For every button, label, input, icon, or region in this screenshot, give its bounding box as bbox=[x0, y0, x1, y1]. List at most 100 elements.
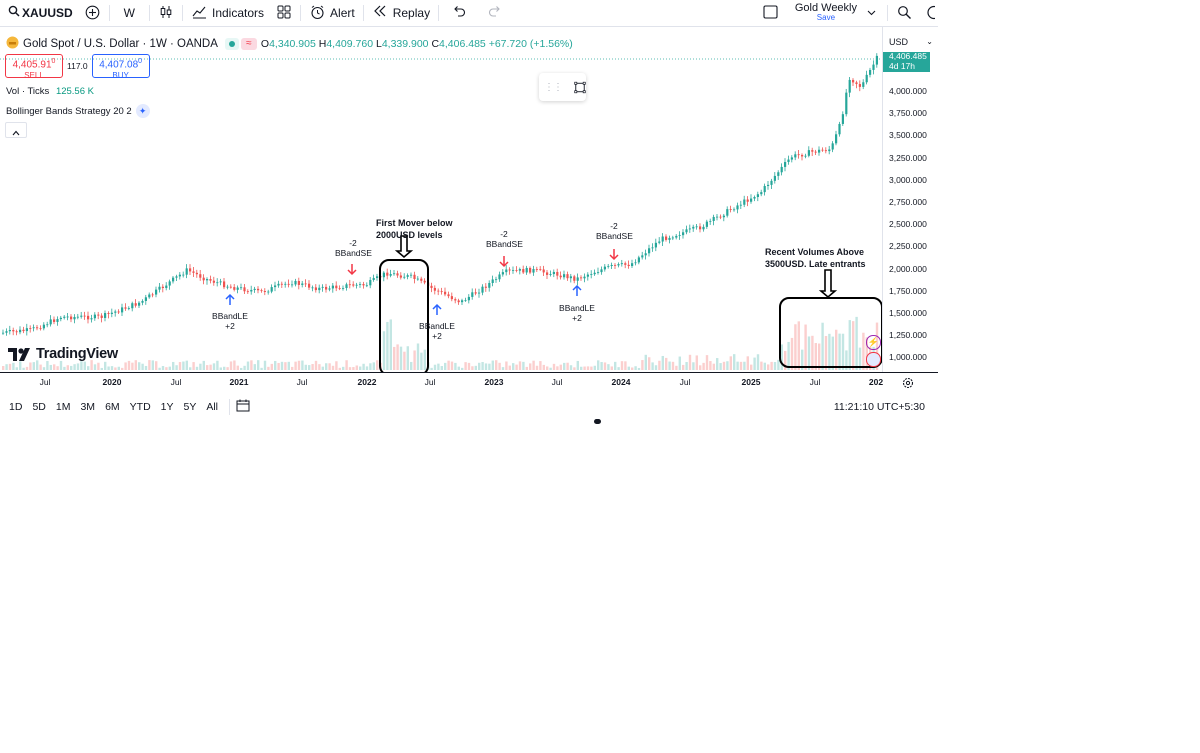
volume-bar bbox=[301, 360, 304, 370]
redo-button[interactable] bbox=[477, 0, 513, 26]
chevron-up-icon bbox=[12, 130, 20, 136]
volume-bar bbox=[586, 366, 590, 370]
candle-body bbox=[763, 186, 766, 193]
symbol-title[interactable]: Gold Spot / U.S. Dollar · 1W · OANDA bbox=[23, 38, 218, 50]
volume-bar bbox=[144, 365, 148, 370]
range-button-3m[interactable]: 3M bbox=[80, 401, 96, 413]
candle-body bbox=[563, 274, 566, 278]
rectangle-tool-icon[interactable] bbox=[574, 79, 586, 96]
sell-label: SELL bbox=[24, 71, 44, 81]
volume-bar bbox=[821, 322, 824, 370]
sell-button[interactable]: 4,405.910 SELL bbox=[5, 54, 63, 81]
candle-body bbox=[614, 264, 617, 266]
settings-button[interactable] bbox=[918, 0, 938, 26]
candle-body bbox=[675, 235, 678, 238]
volume-legend[interactable]: Vol · Ticks 125.56 K bbox=[6, 86, 94, 97]
range-button-5d[interactable]: 5D bbox=[32, 401, 46, 413]
alert-button[interactable]: Alert bbox=[303, 0, 361, 26]
date-range-icon[interactable] bbox=[236, 399, 250, 415]
price-chart[interactable] bbox=[0, 27, 882, 372]
candle-body bbox=[29, 328, 32, 329]
candle-body bbox=[794, 154, 797, 158]
candle-body bbox=[386, 272, 389, 276]
save-button[interactable]: Save bbox=[816, 13, 836, 22]
volume-bar bbox=[848, 320, 851, 370]
strategy-legend[interactable]: Bollinger Bands Strategy 20 2 ✦ bbox=[6, 104, 150, 118]
down-arrow-drawing[interactable] bbox=[818, 269, 838, 299]
quick-search-button[interactable] bbox=[890, 0, 918, 26]
volume-bar bbox=[855, 316, 858, 370]
down-arrow-drawing[interactable] bbox=[394, 235, 414, 259]
rectangle-drawing-2022[interactable] bbox=[379, 259, 429, 372]
layout-toggle[interactable] bbox=[757, 0, 785, 26]
volume-bar bbox=[845, 350, 848, 370]
range-button-1d[interactable]: 1D bbox=[9, 401, 23, 413]
signal-long-1: BBandLE +2 bbox=[211, 311, 249, 331]
range-button-1y[interactable]: 1Y bbox=[160, 401, 174, 413]
volume-bar bbox=[423, 349, 426, 370]
divider bbox=[438, 5, 440, 21]
currency-selector[interactable]: USD ⌄ bbox=[889, 37, 933, 47]
candle-body bbox=[750, 198, 753, 202]
volume-bar bbox=[535, 365, 539, 370]
price-scale[interactable]: USD ⌄ 4,406.485 4d 17h 4,000.000 3,750.00… bbox=[882, 27, 938, 372]
time-scale[interactable]: Jul 2020 Jul 2021 Jul 2022 Jul 2023 Jul 2024 Jul 20… bbox=[0, 372, 938, 393]
floating-drawing-toolbar[interactable]: ⋮⋮ bbox=[539, 73, 586, 101]
volume-bar bbox=[97, 362, 100, 370]
volume-bar bbox=[784, 350, 787, 370]
layout-menu[interactable]: Gold Weekly Save bbox=[785, 0, 885, 26]
range-button-all[interactable]: All bbox=[206, 401, 219, 413]
symbol-search[interactable]: XAUUSD bbox=[0, 0, 79, 26]
indicators-button[interactable]: Indicators bbox=[185, 0, 270, 26]
candle-body bbox=[512, 270, 515, 271]
candle-body bbox=[372, 277, 375, 280]
candle-body bbox=[508, 269, 511, 271]
chart-type-button[interactable] bbox=[152, 0, 180, 26]
volume-bar bbox=[620, 361, 624, 370]
event-icon[interactable] bbox=[866, 352, 881, 367]
undo-button[interactable] bbox=[441, 0, 477, 26]
candle-body bbox=[539, 269, 542, 270]
templates-button[interactable] bbox=[270, 0, 298, 26]
candle-body bbox=[811, 150, 814, 152]
ai-sparkle-icon[interactable]: ✦ bbox=[135, 104, 150, 118]
candle-body bbox=[542, 269, 545, 273]
candle-body bbox=[206, 279, 209, 281]
rectangle-drawing-recent[interactable] bbox=[779, 297, 882, 368]
compare-button[interactable] bbox=[79, 0, 107, 26]
interval-button[interactable]: W bbox=[112, 0, 147, 26]
clock[interactable]: 11:21:10 UTC+5:30 bbox=[833, 401, 925, 413]
drag-handle-icon[interactable]: ⋮⋮ bbox=[544, 81, 563, 93]
volume-bar bbox=[712, 363, 715, 370]
volume-bar bbox=[209, 364, 212, 370]
signal-arrow-head bbox=[499, 261, 509, 268]
range-button-5y[interactable]: 5Y bbox=[183, 401, 197, 413]
layout-name: Gold Weekly bbox=[794, 2, 857, 14]
signal-name: BBandSE bbox=[486, 239, 523, 249]
add-symbol-icon bbox=[85, 5, 101, 21]
tradingview-logo[interactable]: TradingView bbox=[8, 346, 118, 362]
annotation-recent-volumes[interactable]: Recent Volumes Above 3500USD. Late entra… bbox=[765, 246, 866, 270]
candle-body bbox=[807, 150, 810, 156]
candle-body bbox=[19, 329, 22, 333]
candle-body bbox=[359, 284, 362, 285]
range-button-1m[interactable]: 1M bbox=[55, 401, 71, 413]
candle-body bbox=[467, 296, 470, 301]
range-button-ytd[interactable]: YTD bbox=[129, 401, 151, 413]
buy-button[interactable]: 4,407.080 BUY bbox=[91, 54, 150, 80]
candle-body bbox=[814, 151, 817, 153]
time-tick-label: 202 bbox=[868, 377, 884, 387]
candle-body bbox=[420, 278, 423, 281]
collapse-legend-button[interactable] bbox=[5, 122, 27, 138]
volume-bar bbox=[675, 365, 678, 370]
candle-body bbox=[559, 275, 562, 278]
replay-button[interactable]: Replay bbox=[366, 0, 436, 26]
range-button-6m[interactable]: 6M bbox=[105, 401, 120, 413]
scale-settings-button[interactable] bbox=[902, 377, 914, 391]
volume-bar bbox=[168, 366, 171, 370]
candle-body bbox=[484, 286, 487, 288]
flash-icon[interactable]: ⚡ bbox=[866, 335, 881, 350]
candle-body bbox=[39, 328, 42, 330]
annotation-first-mover[interactable]: First Mover below 2000USD levels bbox=[376, 217, 453, 241]
candle-body bbox=[345, 284, 348, 289]
